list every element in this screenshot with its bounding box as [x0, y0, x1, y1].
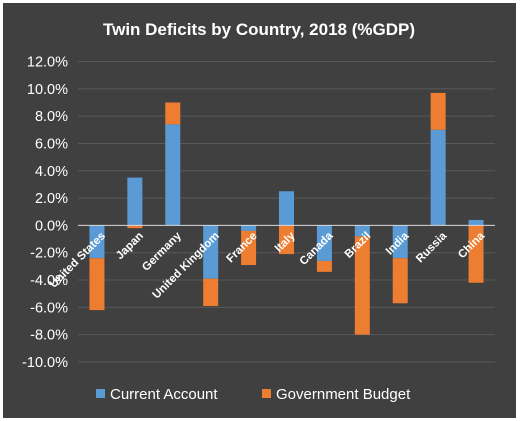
legend-label: Current Account: [110, 386, 218, 403]
y-tick-label: 8.0%: [35, 109, 68, 125]
legend-label: Government Budget: [276, 386, 411, 403]
y-tick-label: 6.0%: [35, 136, 68, 152]
bar-government-budget: [392, 258, 408, 304]
bar-government-budget: [89, 258, 105, 311]
y-tick-label: 0.0%: [35, 218, 68, 234]
bar-government-budget: [203, 278, 219, 306]
y-tick-label: -8.0%: [30, 328, 68, 344]
y-axis-ticks: 12.0% 10.0% 8.0% 6.0% 4.0% 2.0% 0.0% -2.0% -4.0%…: [22, 55, 68, 372]
bar-current-account: [241, 225, 257, 231]
bar-current-account: [392, 225, 408, 259]
chart-title: Twin Deficits by Country, 2018 (%GDP): [103, 20, 415, 39]
bar-current-account: [430, 129, 446, 226]
bar-current-account: [468, 219, 484, 226]
bar-current-account: [203, 225, 219, 279]
bar-government-budget: [316, 260, 332, 272]
bar-current-account: [316, 225, 332, 261]
legend: Current Account Government Budget: [96, 386, 411, 403]
bar-government-budget: [279, 225, 294, 255]
bar-current-account: [127, 177, 143, 226]
bar-government-budget: [165, 102, 181, 125]
y-tick-label: -2.0%: [30, 246, 68, 262]
y-tick-label: 12.0%: [27, 55, 68, 71]
bar-government-budget: [241, 230, 257, 266]
bar-current-account: [279, 191, 294, 226]
bars: [89, 92, 484, 335]
bar-current-account: [165, 124, 181, 226]
y-tick-label: -6.0%: [30, 300, 68, 316]
y-tick-label: 4.0%: [35, 164, 68, 180]
bar-current-account: [354, 225, 370, 237]
chart-background: [3, 3, 516, 418]
legend-swatch: [262, 389, 271, 398]
bar-government-budget: [354, 236, 370, 335]
y-tick-label: -4.0%: [30, 273, 68, 289]
y-tick-label: 10.0%: [27, 82, 68, 98]
bar-government-budget: [468, 225, 484, 283]
bar-government-budget: [127, 225, 143, 229]
y-tick-label: -10.0%: [22, 355, 68, 371]
bar-current-account: [89, 225, 105, 259]
legend-swatch: [96, 389, 105, 398]
y-tick-label: 2.0%: [35, 191, 68, 207]
bar-government-budget: [430, 92, 446, 130]
